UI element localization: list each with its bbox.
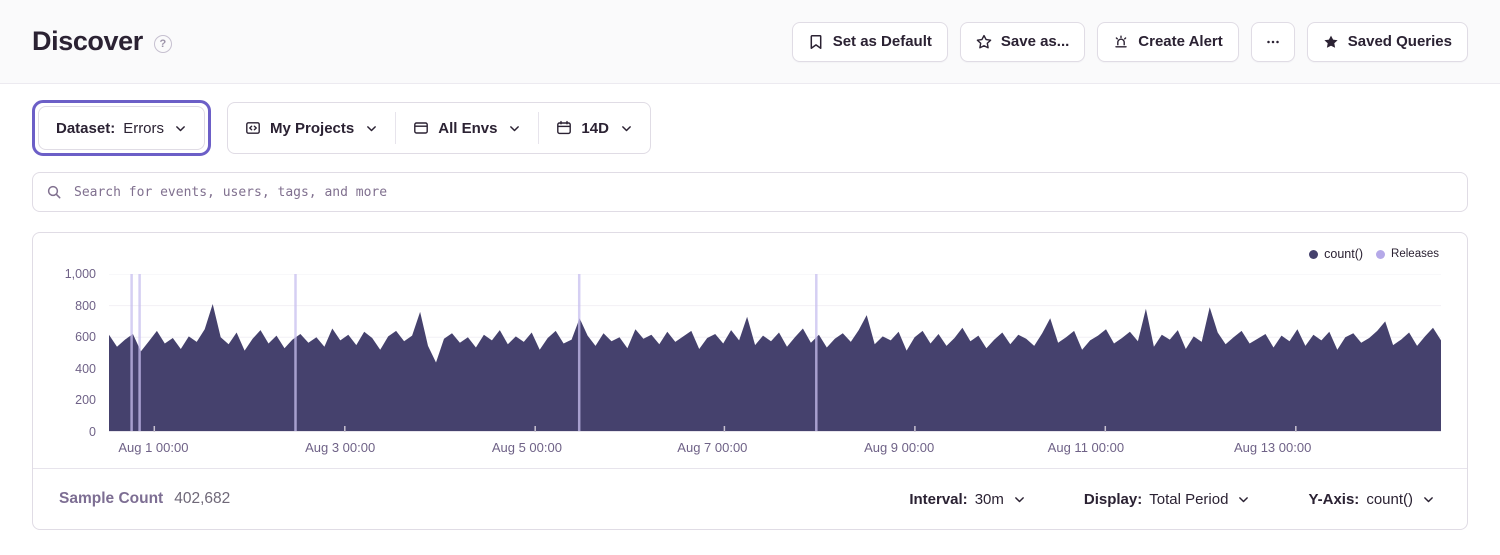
date-range-label: 14D bbox=[581, 119, 609, 137]
calendar-icon bbox=[556, 120, 572, 136]
help-icon[interactable]: ? bbox=[153, 34, 172, 53]
y-tick-label: 200 bbox=[75, 393, 96, 408]
chevron-down-icon bbox=[508, 122, 521, 135]
x-tick-label: Aug 3 00:00 bbox=[305, 440, 376, 455]
display-dropdown[interactable]: Display: Total Period bbox=[1078, 490, 1257, 509]
search-row bbox=[0, 156, 1500, 212]
page-filter-group: My Projects All Envs 14D bbox=[227, 102, 651, 154]
overflow-menu-button[interactable] bbox=[1250, 21, 1295, 62]
filter-bar: Dataset: Errors My Projects All Envs 14D bbox=[0, 84, 1500, 156]
y-tick-label: 800 bbox=[75, 298, 96, 313]
save-as-button[interactable]: Save as... bbox=[959, 21, 1086, 62]
legend-dot-count bbox=[1309, 249, 1319, 259]
star-outline-icon bbox=[976, 34, 992, 50]
saved-queries-button[interactable]: Saved Queries bbox=[1306, 21, 1468, 62]
x-tick-label: Aug 7 00:00 bbox=[677, 440, 748, 455]
interval-value: 30m bbox=[974, 490, 1004, 508]
header-actions: Set as Default Save as... Create Alert S… bbox=[791, 21, 1468, 62]
ellipsis-icon bbox=[1265, 34, 1281, 50]
y-axis-value: count() bbox=[1366, 490, 1413, 508]
dataset-label: Dataset: bbox=[56, 119, 116, 137]
chevron-down-icon bbox=[1013, 493, 1026, 506]
dataset-value: Errors bbox=[123, 119, 165, 137]
search-icon bbox=[46, 184, 62, 200]
saved-queries-label: Saved Queries bbox=[1347, 33, 1452, 50]
y-axis-labels: 0 200 400 600 800 1,000 bbox=[33, 267, 109, 439]
legend-item-count[interactable]: count() bbox=[1309, 247, 1363, 261]
y-tick-label: 600 bbox=[75, 330, 96, 345]
y-tick-label: 0 bbox=[89, 425, 96, 439]
page-header: Discover ? Set as Default Save as... Cre… bbox=[0, 0, 1500, 84]
y-axis-dropdown[interactable]: Y-Axis: count() bbox=[1302, 490, 1441, 509]
search-input[interactable] bbox=[72, 183, 1454, 201]
chart-legend: count() Releases bbox=[1309, 247, 1439, 261]
interval-label: Interval: bbox=[909, 490, 968, 508]
chart-section: count() Releases 0 200 400 600 800 1,000 Aug … bbox=[33, 233, 1467, 468]
create-alert-label: Create Alert bbox=[1138, 33, 1223, 50]
legend-dot-releases bbox=[1376, 249, 1386, 259]
legend-label-releases: Releases bbox=[1391, 248, 1439, 260]
bookmark-icon bbox=[808, 34, 824, 50]
chart-footer: Sample Count 402,682 Interval: 30m Displ… bbox=[33, 468, 1467, 529]
window-icon bbox=[413, 120, 429, 136]
chevron-down-icon bbox=[365, 122, 378, 135]
x-tick-label: Aug 11 00:00 bbox=[1047, 440, 1125, 455]
y-tick-label: 1,000 bbox=[64, 267, 96, 281]
chart-plot-area[interactable] bbox=[109, 274, 1441, 432]
star-filled-icon bbox=[1323, 34, 1339, 50]
events-chart-card: count() Releases 0 200 400 600 800 1,000 Aug … bbox=[32, 232, 1468, 530]
display-value: Total Period bbox=[1149, 490, 1229, 508]
create-alert-button[interactable]: Create Alert bbox=[1097, 21, 1239, 62]
divider bbox=[538, 112, 540, 144]
legend-item-releases[interactable]: Releases bbox=[1376, 248, 1439, 260]
sample-count-value: 402,682 bbox=[174, 490, 231, 507]
chevron-down-icon bbox=[620, 122, 633, 135]
environments-dropdown[interactable]: All Envs bbox=[396, 103, 538, 153]
page-title: Discover bbox=[32, 26, 143, 56]
x-tick-label: Aug 13 00:00 bbox=[1233, 440, 1312, 455]
date-range-dropdown[interactable]: 14D bbox=[539, 103, 650, 153]
legend-label-count: count() bbox=[1324, 247, 1364, 261]
save-as-label: Save as... bbox=[1000, 33, 1070, 50]
set-as-default-button[interactable]: Set as Default bbox=[791, 21, 948, 62]
x-tick-label: Aug 5 00:00 bbox=[491, 440, 562, 455]
y-tick-label: 400 bbox=[75, 361, 96, 376]
chevron-down-icon bbox=[1237, 493, 1250, 506]
x-tick-label: Aug 9 00:00 bbox=[864, 440, 935, 455]
sample-count-label: Sample Count bbox=[59, 490, 164, 507]
interval-dropdown[interactable]: Interval: 30m bbox=[903, 490, 1032, 509]
projects-icon bbox=[245, 120, 261, 136]
siren-icon bbox=[1113, 34, 1129, 50]
dataset-dropdown[interactable]: Dataset: Errors bbox=[38, 106, 206, 150]
display-label: Display: bbox=[1083, 490, 1143, 508]
chevron-down-icon bbox=[174, 122, 187, 135]
divider bbox=[395, 112, 397, 144]
y-axis-label: Y-Axis: bbox=[1308, 490, 1360, 508]
dataset-highlight-outline: Dataset: Errors bbox=[32, 100, 212, 156]
chevron-down-icon bbox=[1422, 493, 1435, 506]
projects-label: My Projects bbox=[270, 119, 355, 137]
set-as-default-label: Set as Default bbox=[832, 33, 932, 50]
environments-label: All Envs bbox=[438, 119, 498, 137]
x-tick-label: Aug 1 00:00 bbox=[118, 440, 189, 455]
search-box bbox=[32, 172, 1468, 212]
x-axis-labels: Aug 1 00:00 Aug 3 00:00 Aug 5 00:00 Aug 7 0… bbox=[109, 432, 1415, 460]
projects-dropdown[interactable]: My Projects bbox=[228, 103, 395, 153]
